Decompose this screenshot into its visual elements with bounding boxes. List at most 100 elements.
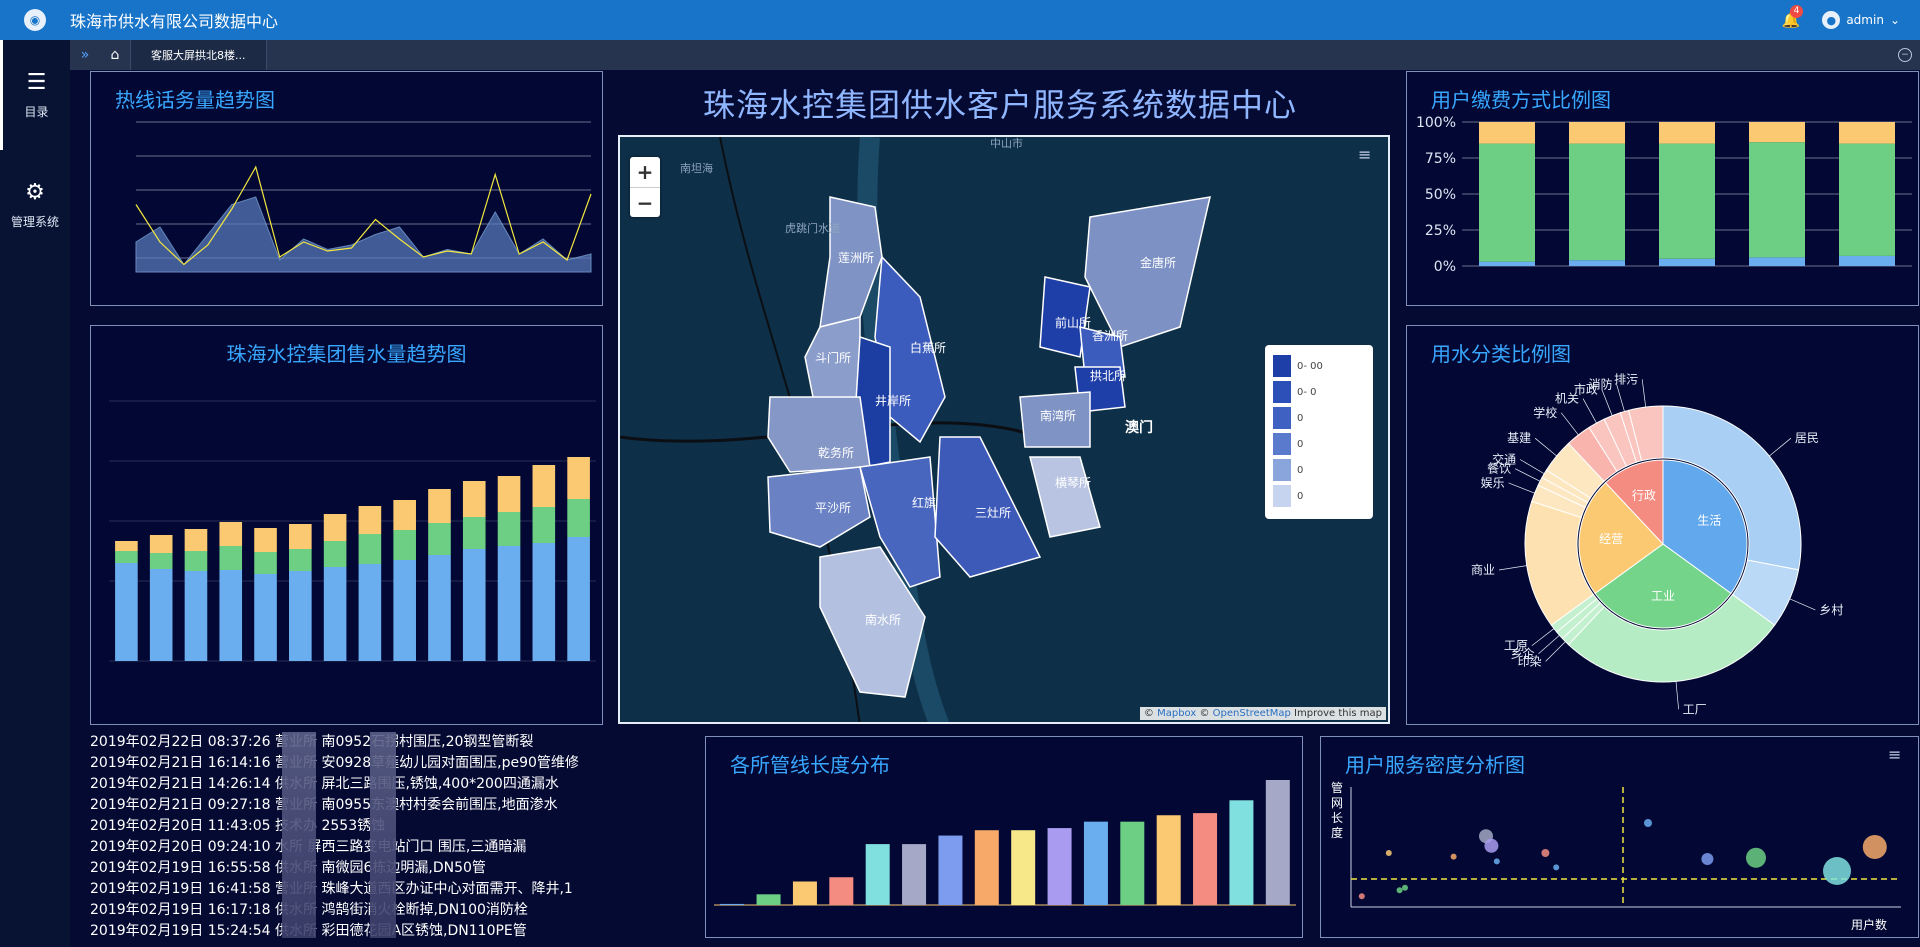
y-tick-label: 25% (1425, 223, 1456, 239)
bar (567, 499, 590, 537)
bar (219, 570, 243, 661)
bar (1749, 122, 1805, 143)
notification-badge: 4 (1789, 5, 1804, 18)
bar (497, 476, 521, 512)
bar (184, 571, 208, 661)
bar (428, 489, 451, 523)
legend-label: 0 (1297, 490, 1304, 502)
bar (358, 564, 382, 661)
bar (497, 546, 521, 661)
pie-slice (1604, 459, 1664, 546)
bar (254, 552, 277, 574)
tab-bar: » ⌂ 客服大屏拱北8楼... − (70, 40, 1920, 70)
region-label: 南水所 (865, 612, 901, 627)
bar (393, 560, 416, 661)
bar (1659, 258, 1715, 266)
chart-menu-icon[interactable]: ≡ (1888, 745, 1902, 764)
legend-label: 0- 00 (1297, 360, 1323, 372)
leader-line (1641, 379, 1647, 408)
region-label: 白蕉所 (910, 340, 946, 355)
panel-title: 热线话务量趋势图 (115, 88, 275, 112)
legend-swatch (1273, 433, 1291, 455)
pie-label: 餐饮 (1487, 461, 1511, 476)
leader-line (1498, 565, 1527, 571)
pie-label: 市政 (1574, 382, 1598, 397)
bar (1047, 828, 1072, 905)
bar (1120, 821, 1145, 905)
panel-title: 用户缴费方式比例图 (1431, 88, 1611, 112)
bar (219, 546, 243, 570)
bar (532, 507, 556, 543)
leader-line (1601, 389, 1613, 416)
payment-chart: 0% 25% 50% 75% 100% (1416, 115, 1912, 275)
legend-swatch (1273, 381, 1291, 403)
pie-label: 经营 (1599, 532, 1623, 546)
payment-panel: 用户缴费方式比例图 0% 25% 50% 75% 100% (1406, 71, 1919, 306)
pie-slice (1578, 482, 1664, 595)
bell-icon[interactable]: 🔔 4 (1782, 5, 1804, 29)
bar (1839, 255, 1895, 266)
bar (532, 543, 556, 661)
leader-line (1560, 412, 1579, 436)
bar (1479, 143, 1535, 262)
region-label: 平沙所 (815, 501, 851, 515)
zoom-out-button[interactable]: − (630, 187, 660, 217)
user-menu[interactable]: ● admin ⌄ (1822, 11, 1900, 29)
map-region (1029, 456, 1101, 538)
map-menu-icon[interactable]: ≡ (1358, 145, 1372, 164)
map-region (767, 466, 871, 548)
region-label: 莲洲所 (838, 251, 874, 265)
bar (1749, 257, 1805, 266)
district-map[interactable]: 莲洲所 斗门所 白蕉所 井岸所 乾务所 平沙所 红旗所 三灶所 南水所 金唐所 前山所 香洲所 拱北所南… (618, 135, 1390, 724)
expand-icon[interactable]: » (80, 47, 90, 63)
bar (462, 549, 486, 661)
bar (1749, 142, 1805, 258)
scatter-point (1644, 819, 1652, 827)
pie-slice (1594, 543, 1732, 629)
osm-link[interactable]: OpenStreetMap (1212, 708, 1291, 719)
sidebar-item-management[interactable]: ⚙ 管理系统 (0, 150, 70, 260)
bar (532, 465, 556, 507)
panel-title: 用水分类比例图 (1431, 342, 1571, 366)
bar (1659, 122, 1715, 144)
close-all-icon[interactable]: − (1898, 48, 1912, 62)
legend-label: 0 (1297, 438, 1304, 450)
bar (756, 894, 781, 905)
zoom-in-button[interactable]: + (636, 160, 654, 184)
scatter-point (1358, 893, 1365, 900)
legend-label: 0- 0 (1297, 386, 1317, 398)
bar (1229, 800, 1254, 905)
region-label: 南湾所 (1040, 408, 1076, 423)
mapbox-link[interactable]: Mapbox (1157, 708, 1197, 719)
region-label: 井岸所 (875, 394, 911, 408)
sidebar-item-label: 目录 (24, 105, 49, 119)
tab-dashboard[interactable]: 客服大屏拱北8楼... (130, 40, 267, 70)
leader-line (1789, 598, 1816, 611)
map-region (874, 255, 946, 444)
scatter-point (1862, 835, 1887, 859)
map-region (1019, 391, 1091, 448)
y-tick-label: 100% (1416, 115, 1456, 131)
legend-row: 0- 0 (1273, 379, 1365, 405)
bar (115, 563, 138, 661)
y-axis-label: 管 (1331, 780, 1343, 795)
scatter-point (1746, 847, 1766, 868)
scatter-point (1402, 884, 1408, 891)
leader-line (1538, 634, 1560, 655)
home-icon[interactable]: ⌂ (110, 47, 120, 63)
bar (974, 830, 999, 905)
event-item: 2019年02月19日 16:41:58 营业所 珠峰大道西区办证中心对面需开、… (90, 881, 573, 897)
region-label: 香洲所 (1092, 329, 1128, 343)
pie-slice (1662, 405, 1802, 571)
bar (720, 903, 745, 905)
sidebar-item-catalog[interactable]: ☰ 目录 (0, 40, 70, 150)
legend-row: 0- 00 (1273, 353, 1365, 379)
bar (254, 574, 277, 661)
pie-slice (1662, 459, 1748, 595)
event-item: 2019年02月21日 09:27:18 营业所 南0955东澳村村委会前围压,… (90, 797, 558, 813)
bar (792, 881, 817, 905)
improve-map-link[interactable]: Improve this map (1294, 708, 1382, 719)
